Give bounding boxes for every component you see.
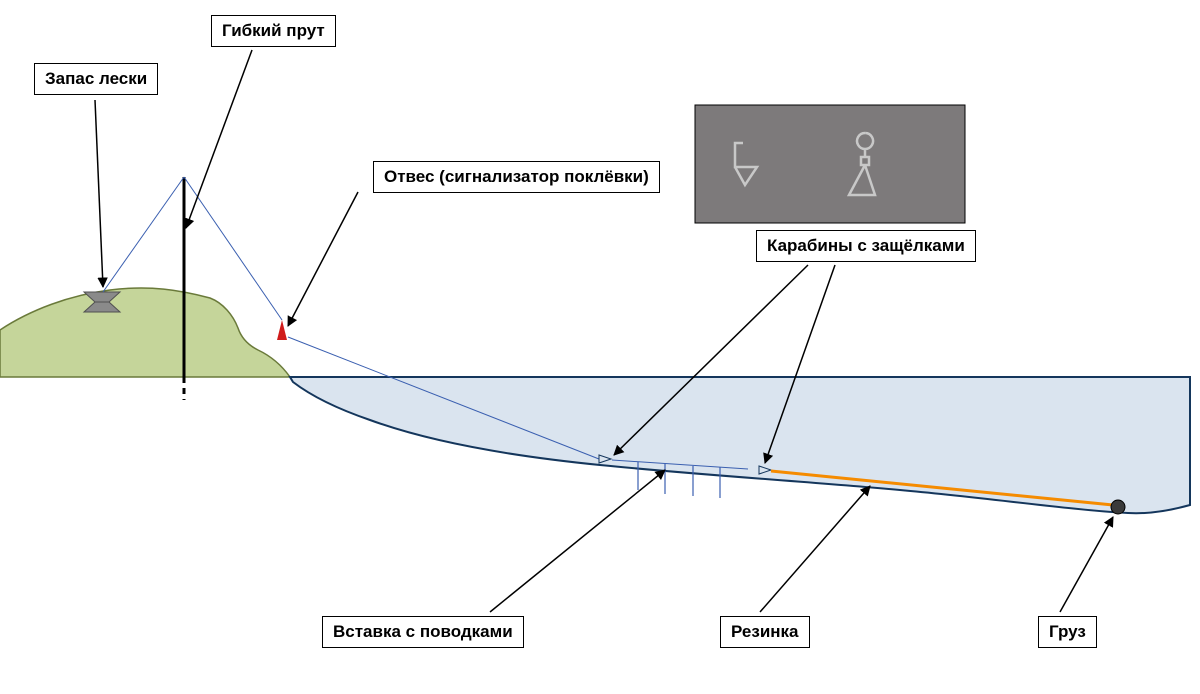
arrow-weight — [1060, 517, 1113, 612]
water-body — [290, 377, 1190, 513]
bite-indicator — [277, 320, 287, 340]
label-flexible-rod: Гибкий прут — [211, 15, 336, 47]
label-elastic: Резинка — [720, 616, 810, 648]
sinker-weight — [1111, 500, 1125, 514]
arrow-flexible-rod — [186, 50, 252, 228]
shore-ground — [0, 288, 290, 377]
arrow-elastic — [760, 486, 870, 612]
main-line-1 — [103, 177, 184, 292]
label-snaps-swivels: Карабины с защёлками — [756, 230, 976, 262]
label-leader-insert: Вставка с поводками — [322, 616, 524, 648]
label-plumb-indicator: Отвес (сигнализатор поклёвки) — [373, 161, 660, 193]
arrow-plumb — [288, 192, 358, 326]
arrow-line-reserve — [95, 100, 103, 287]
label-line-reserve: Запас лески — [34, 63, 158, 95]
label-weight: Груз — [1038, 616, 1097, 648]
arrow-leader — [490, 470, 665, 612]
diagram-canvas — [0, 0, 1200, 694]
